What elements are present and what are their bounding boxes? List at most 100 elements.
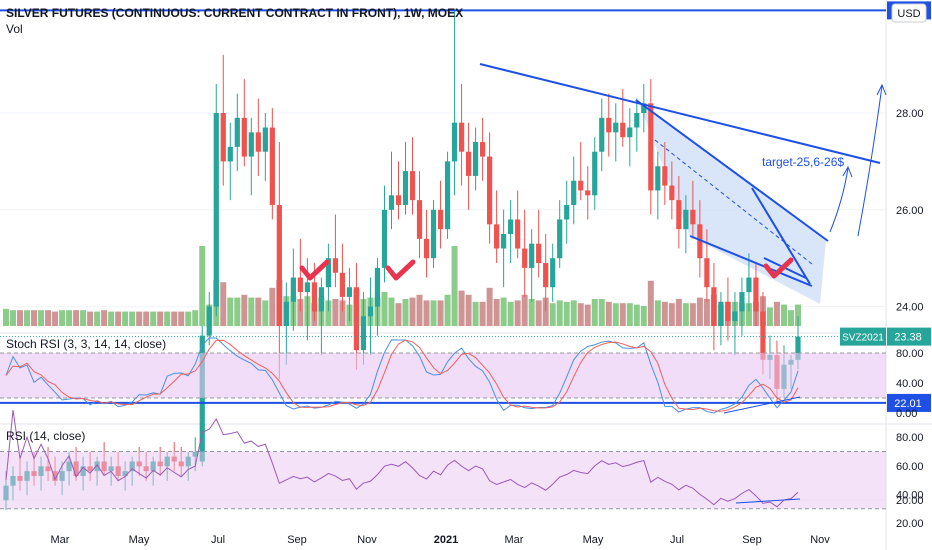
- volume-bar: [234, 297, 241, 326]
- candle-body: [339, 272, 346, 297]
- candle-body: [311, 282, 317, 312]
- candle-body: [613, 122, 619, 133]
- price-tick-label: 26.00: [896, 205, 924, 217]
- volume-bar: [647, 280, 654, 326]
- candle-body: [753, 277, 759, 312]
- volume-bars: [3, 246, 801, 326]
- stoch-tick-label: 0.00: [896, 408, 917, 420]
- volume-bar: [108, 311, 115, 326]
- candle-body: [374, 267, 381, 307]
- time-axis-label: Mar: [51, 534, 70, 546]
- candle-body: [367, 306, 374, 317]
- candle-body: [297, 277, 303, 293]
- time-axis-label: Jul: [211, 534, 225, 546]
- candle-body: [451, 122, 458, 162]
- candle-body: [227, 146, 233, 162]
- volume-bar: [507, 301, 514, 326]
- volume-bar: [437, 300, 444, 326]
- time-axis-label: Sep: [287, 534, 307, 546]
- candle-body: [711, 287, 717, 326]
- projection-arrow: [829, 167, 849, 233]
- volume-bar: [73, 310, 80, 326]
- candle-body: [578, 180, 584, 191]
- candle-body: [276, 204, 282, 326]
- volume-bar: [766, 307, 773, 326]
- volume-bar: [633, 304, 640, 326]
- candle-body: [550, 258, 556, 288]
- volume-bar: [668, 303, 675, 326]
- currency-button[interactable]: USD: [891, 3, 927, 23]
- rsi-tick-label: 20.00: [896, 518, 924, 530]
- candle-body: [444, 161, 451, 230]
- candle-body: [620, 122, 626, 138]
- volume-bar: [682, 303, 689, 326]
- candles: [3, 10, 801, 510]
- candle-body: [472, 142, 479, 176]
- channel-midline: [654, 139, 813, 265]
- volume-bar: [248, 297, 255, 326]
- volume-bar: [556, 300, 563, 326]
- volume-bar: [262, 300, 269, 326]
- candle-body: [627, 127, 633, 138]
- volume-bar: [696, 297, 703, 326]
- volume-bar: [395, 303, 402, 326]
- volume-bar: [521, 294, 528, 326]
- volume-bar: [52, 311, 59, 326]
- candle-body: [501, 234, 507, 249]
- candle-body: [732, 311, 738, 322]
- symbol-badge-name: SVZ2021: [842, 333, 884, 344]
- volume-bar: [535, 300, 542, 326]
- candle-body: [262, 127, 268, 152]
- candle-body: [416, 200, 423, 239]
- volume-bar: [38, 310, 45, 326]
- volume-bar: [339, 300, 346, 326]
- candle-body: [220, 113, 226, 162]
- candle-body: [269, 127, 275, 205]
- candle-body: [304, 282, 310, 293]
- price-level-badge: [887, 393, 931, 412]
- time-axis-label: Sep: [742, 534, 762, 546]
- candle-body: [381, 209, 388, 268]
- chart-title: SILVER FUTURES (CONTINUOUS: CURRENT CONT…: [6, 6, 463, 20]
- volume-bar: [472, 301, 479, 326]
- rsi-divergence-line: [735, 498, 801, 504]
- volume-bar: [409, 297, 416, 326]
- volume-bar: [122, 311, 129, 326]
- candle-body: [655, 166, 661, 191]
- volume-bar: [661, 301, 668, 326]
- volume-bar: [10, 310, 17, 326]
- volume-bar: [451, 246, 458, 326]
- price-level-badge-label: 22.01: [894, 398, 922, 410]
- candle-body: [430, 209, 437, 259]
- volume-bar: [542, 297, 549, 326]
- check-mark: [763, 257, 794, 279]
- volume-bar: [584, 304, 591, 326]
- candle-body: [234, 117, 240, 147]
- candle-body: [353, 287, 360, 351]
- volume-bar: [185, 311, 192, 326]
- volume-bar: [115, 311, 122, 326]
- volume-bar: [563, 301, 570, 326]
- volume-bar: [612, 303, 619, 326]
- rsi-tick-label: 80.00: [896, 432, 924, 444]
- volume-bar: [227, 297, 234, 326]
- volume-bar: [528, 299, 535, 326]
- volume-bar: [465, 294, 472, 326]
- candle-body: [248, 132, 254, 157]
- symbol-badge: [840, 327, 886, 346]
- candle-body: [746, 277, 752, 293]
- candle-body: [536, 243, 542, 264]
- stoch-rsi-label: Stoch RSI (3, 3, 14, 14, close): [6, 337, 166, 351]
- rsi-pane: [0, 409, 886, 510]
- stoch-d-line: [5, 339, 799, 412]
- channel-fill: [638, 101, 826, 304]
- candle-body: [725, 301, 731, 322]
- time-axis-label: Nov: [357, 534, 377, 546]
- volume-bar: [129, 311, 136, 326]
- candle-body: [585, 190, 591, 196]
- volume-bar: [192, 310, 199, 326]
- volume-bar: [171, 311, 178, 326]
- volume-bar: [94, 311, 101, 326]
- volume-bar: [773, 301, 780, 326]
